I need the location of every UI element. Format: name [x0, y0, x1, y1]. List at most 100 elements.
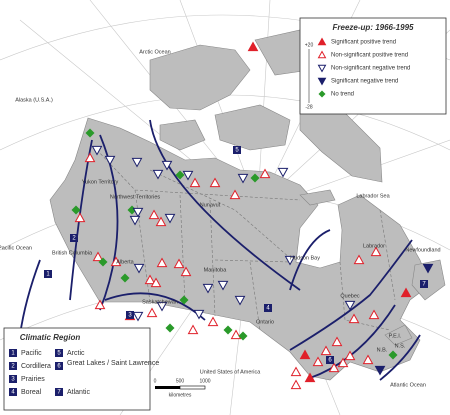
station-marker — [179, 295, 189, 305]
station-marker — [320, 345, 332, 356]
scale-segment — [155, 386, 180, 389]
legend-label: Significant positive trend — [331, 40, 396, 46]
station-marker — [133, 263, 145, 274]
place-label: Manitoba — [204, 267, 228, 273]
region-legend: Climatic Region 1 Pacific 2 Cordillera 3 Prai… — [3, 327, 159, 411]
region-number: 3 — [11, 377, 15, 383]
region-number: 3 — [128, 313, 132, 319]
scale-unit: kilometres — [169, 392, 192, 398]
station-marker — [155, 216, 167, 227]
legend-label: Non-significant positive trend — [331, 53, 408, 59]
scale-tick: 0 — [154, 378, 157, 384]
station-marker — [71, 205, 81, 215]
place-label: Nunavut — [200, 202, 221, 208]
legend-box — [3, 327, 151, 411]
station-marker — [120, 273, 130, 283]
legend-title: Freeze-up: 1966-1995 — [333, 23, 414, 32]
place-label: Yukon Territory — [82, 179, 119, 185]
station-marker — [374, 365, 386, 376]
scale-top: +20 — [305, 42, 314, 48]
legend-title: Climatic Region — [20, 333, 81, 342]
station-marker — [175, 170, 185, 180]
region-number: 2 — [72, 236, 76, 242]
region-number: 5 — [57, 351, 61, 357]
station-marker — [290, 366, 302, 377]
region-swatch — [55, 362, 63, 370]
place-label: N.S. — [395, 343, 406, 349]
region-number: 5 — [235, 148, 239, 154]
station-marker — [165, 323, 175, 333]
place-label: Ontario — [256, 319, 274, 325]
station-marker — [229, 189, 241, 200]
place-label: Alaska (U.S.A.) — [15, 97, 53, 103]
station-marker — [91, 145, 103, 156]
region-badge — [326, 356, 334, 364]
station-marker — [388, 350, 398, 360]
station-marker — [331, 336, 343, 347]
region-swatch — [9, 388, 17, 396]
region-number: 1 — [11, 351, 15, 357]
station-marker — [182, 170, 194, 181]
station-marker — [312, 356, 324, 367]
station-marker — [129, 215, 141, 226]
station-marker — [317, 37, 327, 46]
station-marker — [422, 263, 434, 274]
place-label: Pacific Ocean — [0, 245, 32, 251]
place-label: Labrador — [363, 243, 385, 249]
region-number: 7 — [57, 390, 61, 396]
place-label: Quebec — [340, 293, 360, 299]
region-badge — [264, 304, 272, 312]
station-marker — [92, 251, 104, 262]
station-markers — [71, 41, 434, 390]
place-label: Labrador Sea — [356, 193, 390, 199]
region-badge — [233, 146, 241, 154]
station-marker — [317, 50, 327, 59]
region-numbers: 1 2 3 4 5 6 7 — [44, 146, 428, 364]
region-name: Cordillera — [21, 363, 51, 370]
station-marker — [344, 350, 356, 361]
station-marker — [328, 362, 340, 373]
scale-bar: 0 500 1000 kilometres — [154, 378, 211, 398]
station-marker — [318, 90, 326, 98]
station-marker — [156, 301, 168, 312]
station-marker — [164, 213, 176, 224]
place-label: Northwest Territories — [110, 194, 161, 200]
station-marker — [152, 169, 164, 180]
region-swatch — [9, 362, 17, 370]
station-marker — [237, 173, 249, 184]
legend-items: Significant positive trend Non-significan… — [317, 37, 410, 98]
station-marker — [193, 309, 205, 320]
place-label: Newfoundland — [405, 247, 440, 253]
land — [49, 29, 446, 381]
station-marker — [217, 280, 229, 291]
station-marker — [156, 257, 168, 268]
region-badge — [126, 311, 134, 319]
station-marker — [104, 155, 116, 166]
station-marker — [209, 177, 221, 188]
region-swatch — [9, 349, 17, 357]
station-marker — [277, 167, 289, 178]
region-number: 1 — [46, 272, 50, 278]
station-marker — [94, 299, 106, 310]
region-swatch — [9, 375, 17, 383]
station-marker — [344, 300, 356, 311]
place-label: Alberta — [116, 259, 134, 265]
station-marker — [259, 168, 271, 179]
station-marker — [131, 157, 143, 168]
place-label: British Columbia — [52, 250, 93, 256]
station-marker — [337, 357, 349, 368]
station-marker — [74, 212, 86, 223]
region-number: 2 — [11, 364, 15, 370]
region-number: 4 — [266, 306, 270, 312]
station-marker — [161, 160, 173, 171]
station-marker — [98, 257, 108, 267]
station-marker — [207, 316, 219, 327]
station-marker — [400, 287, 412, 298]
region-name: Atlantic — [67, 389, 90, 396]
station-marker — [317, 77, 327, 86]
region-number: 6 — [328, 358, 332, 364]
station-marker — [180, 266, 192, 277]
station-marker — [238, 331, 248, 341]
